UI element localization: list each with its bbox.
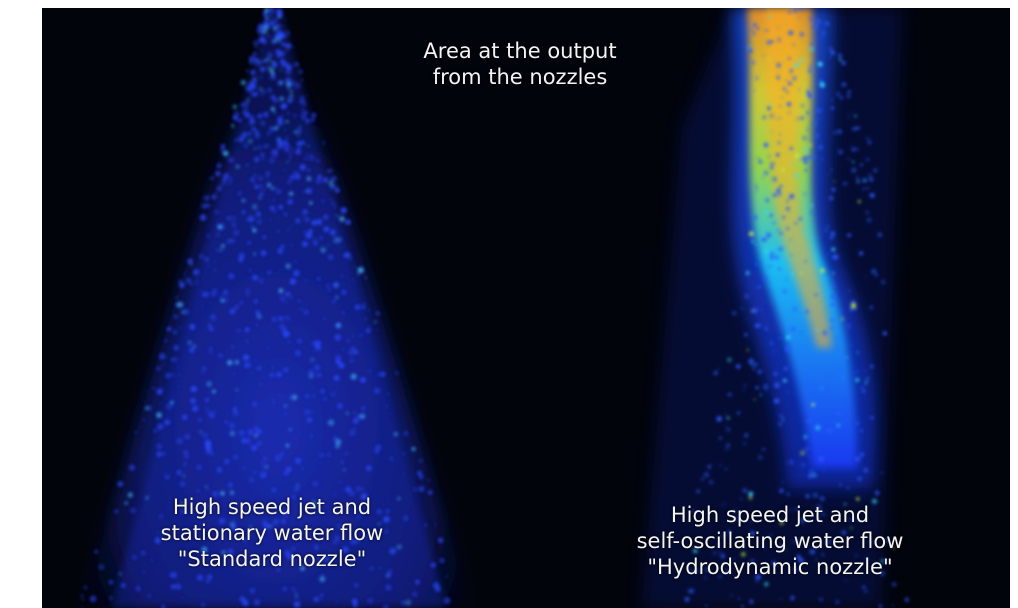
nozzle-output-caption: Area at the output from the nozzles xyxy=(360,38,680,90)
caption-line: High speed jet and xyxy=(172,495,372,519)
hydrodynamic-nozzle-spray xyxy=(642,8,909,608)
caption-line: from the nozzles xyxy=(432,65,608,89)
photo-frame: Area at the output from the nozzles High… xyxy=(42,8,1010,608)
standard-nozzle-caption: High speed jet and stationary water flow… xyxy=(102,494,442,572)
caption-line: self-oscillating water flow xyxy=(636,529,904,553)
caption-line: Area at the output xyxy=(423,39,617,63)
caption-line: "Hydrodynamic nozzle" xyxy=(647,555,893,579)
caption-line: High speed jet and xyxy=(670,503,870,527)
hydrodynamic-nozzle-caption: High speed jet and self-oscillating wate… xyxy=(590,502,950,580)
caption-line: stationary water flow xyxy=(160,521,384,545)
spray-photo xyxy=(81,8,909,608)
standard-nozzle-spray xyxy=(81,8,472,608)
caption-line: "Standard nozzle" xyxy=(177,547,367,571)
